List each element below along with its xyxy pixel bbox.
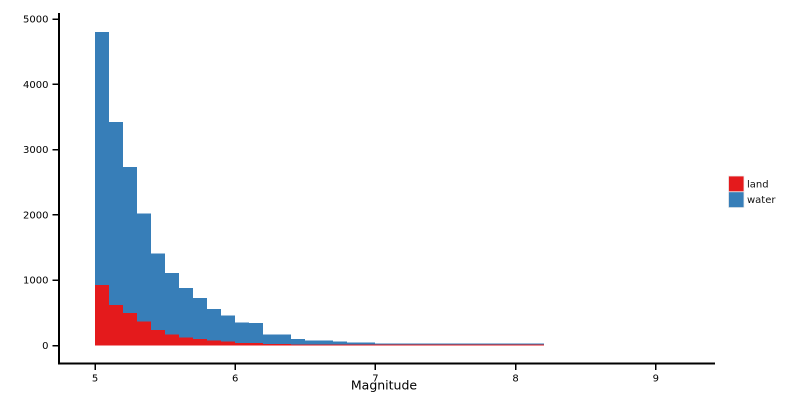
bar-water-5.3 <box>137 213 151 322</box>
bar-land-5.1 <box>109 305 123 346</box>
bar-land-5 <box>95 284 109 346</box>
bar-land-7 <box>375 344 389 346</box>
bar-water-5.8 <box>207 308 221 341</box>
axes: 0 1000 2000 3000 4000 5000 5 6 7 8 9 <box>23 13 715 385</box>
bar-water-6.8 <box>347 342 361 345</box>
x-tick-label-8: 8 <box>512 374 518 385</box>
bar-land-6.2 <box>263 343 277 346</box>
legend-swatch-water <box>728 191 745 209</box>
bar-water-6.1 <box>249 322 263 344</box>
bar-water-7.4 <box>431 343 446 345</box>
bar-water-7 <box>375 343 389 345</box>
bar-land-6.8 <box>347 344 361 346</box>
bar-land-7.1 <box>389 344 403 346</box>
bar-water-6.9 <box>361 342 375 345</box>
bar-land-7.2 <box>403 344 417 346</box>
bar-water-8 <box>516 343 530 345</box>
legend-label-water: water <box>747 195 776 206</box>
bar-water-5.4 <box>151 253 165 330</box>
bar-land-5.7 <box>193 338 207 346</box>
bar-water-7.6 <box>460 343 474 345</box>
bar-land-6.1 <box>249 343 263 346</box>
bar-land-8 <box>516 344 530 346</box>
y-tick-label-5000: 5000 <box>23 15 48 26</box>
bar-land-5.8 <box>207 340 221 346</box>
bar-water-7.5 <box>446 343 460 345</box>
bar-water-5.7 <box>193 297 207 339</box>
bar-land-5.5 <box>165 334 179 346</box>
bar-water-8.1 <box>530 343 544 345</box>
bar-water-5.6 <box>179 288 193 338</box>
legend: land water <box>728 175 776 209</box>
y-tick-label-4000: 4000 <box>23 80 48 91</box>
legend-label-land: land <box>747 179 769 190</box>
bar-water-6.7 <box>333 341 347 345</box>
x-tick-label-7: 7 <box>372 374 378 385</box>
bar-water-6.6 <box>319 340 333 345</box>
bar-land-5.3 <box>137 321 151 346</box>
bar-land-6.6 <box>319 344 333 346</box>
bar-water-5.2 <box>123 167 137 313</box>
bar-water-7.3 <box>417 343 431 345</box>
histogram-bars <box>95 32 544 346</box>
bar-water-7.1 <box>389 343 403 345</box>
y-tick-label-0: 0 <box>42 341 48 352</box>
axis-spines <box>58 13 715 365</box>
bar-water-5 <box>95 32 109 285</box>
bar-land-6.3 <box>277 344 291 346</box>
bar-land-6 <box>235 342 249 346</box>
y-tick-label-2000: 2000 <box>23 210 48 221</box>
bar-land-6.5 <box>305 344 319 346</box>
bar-water-5.1 <box>109 122 123 306</box>
bar-land-6.9 <box>361 344 375 346</box>
bar-water-7.9 <box>502 343 516 345</box>
x-tick-label-6: 6 <box>232 374 238 385</box>
y-tick-label-1000: 1000 <box>23 276 48 287</box>
bar-land-5.9 <box>221 341 235 346</box>
x-tick-label-5: 5 <box>92 374 98 385</box>
bar-land-7.3 <box>417 344 431 346</box>
legend-swatch-land <box>728 175 745 193</box>
bar-land-7.5 <box>446 344 460 346</box>
bar-land-6.7 <box>333 344 347 346</box>
bar-land-8.1 <box>530 344 544 346</box>
bar-water-6.4 <box>291 338 305 345</box>
bar-water-7.7 <box>474 343 488 345</box>
bar-land-7.9 <box>502 344 516 346</box>
bar-land-5.2 <box>123 312 137 346</box>
bar-water-7.8 <box>488 343 502 345</box>
x-axis-title: Magnitude <box>351 378 418 393</box>
bar-land-6.4 <box>291 344 305 346</box>
bar-water-6 <box>235 322 249 343</box>
bar-land-7.7 <box>474 344 488 346</box>
bar-land-7.6 <box>460 344 474 346</box>
bar-land-7.4 <box>431 344 446 346</box>
bar-water-6.2 <box>263 334 277 344</box>
bar-water-7.2 <box>403 343 417 345</box>
bar-land-5.6 <box>179 337 193 346</box>
bar-land-5.4 <box>151 329 165 346</box>
bar-land-7.8 <box>488 344 502 346</box>
bar-water-6.5 <box>305 340 319 345</box>
bar-water-5.5 <box>165 273 179 335</box>
y-tick-label-3000: 3000 <box>23 145 48 156</box>
bar-water-5.9 <box>221 315 235 342</box>
x-tick-label-9: 9 <box>653 374 659 385</box>
bar-water-6.3 <box>277 334 291 345</box>
